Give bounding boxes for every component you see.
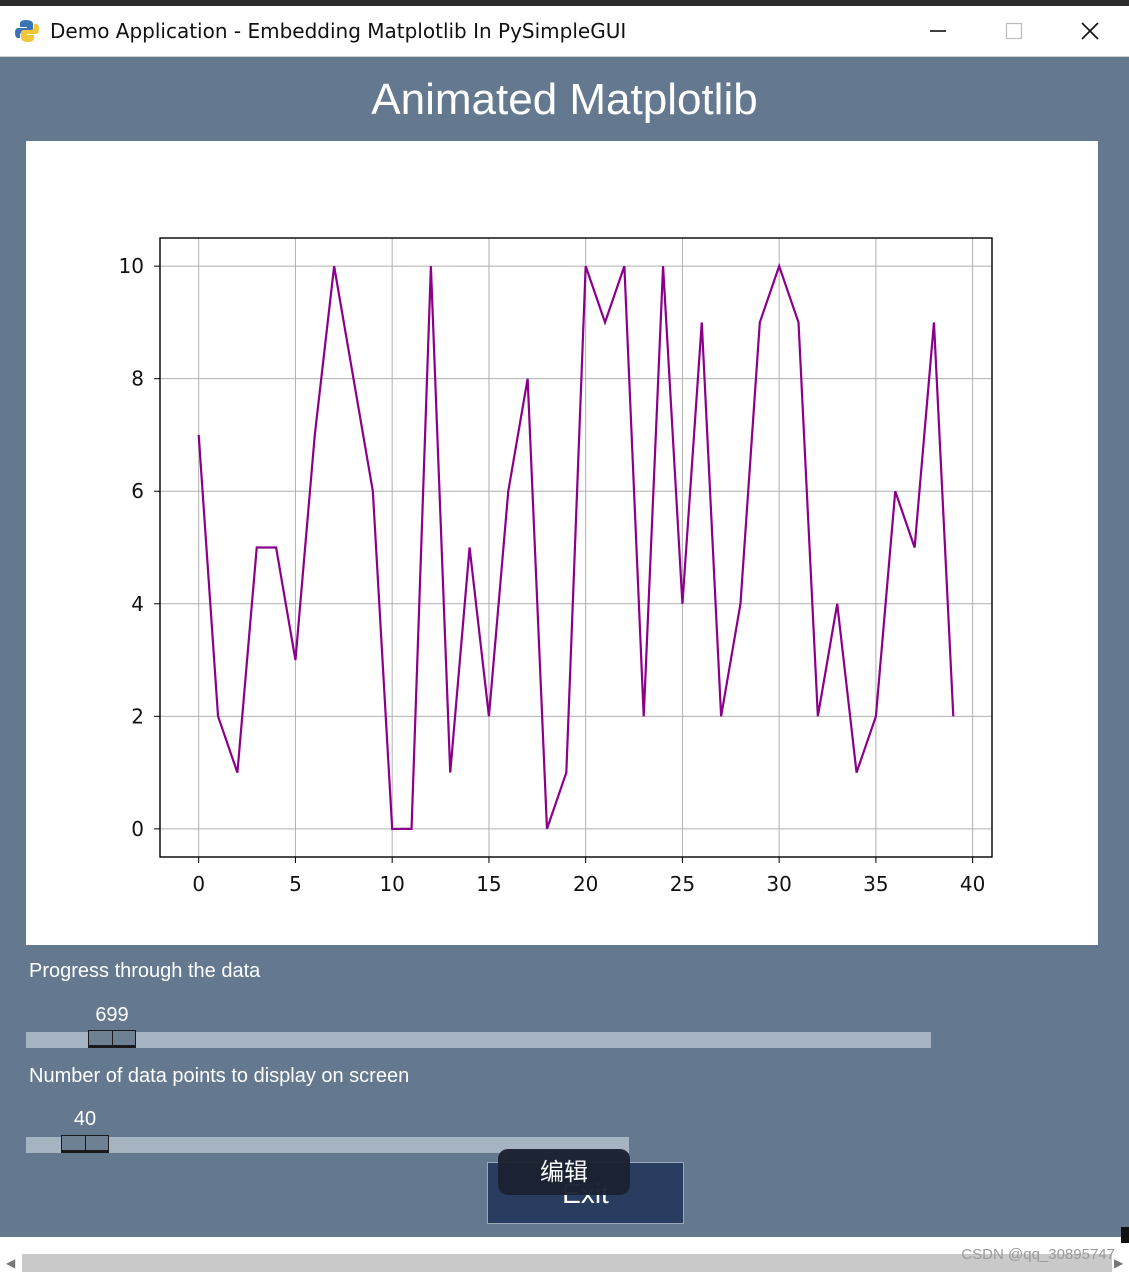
x-tick-label: 10	[379, 872, 404, 896]
x-tick-label: 15	[476, 872, 501, 896]
y-tick-label: 10	[119, 254, 144, 278]
series-line	[197, 262, 955, 830]
close-icon	[1081, 22, 1099, 40]
x-tick-label: 25	[670, 872, 695, 896]
points-slider-thumb[interactable]	[61, 1135, 109, 1153]
horizontal-scrollbar[interactable]	[22, 1254, 1112, 1272]
page-title: Animated Matplotlib	[371, 75, 758, 124]
window-titlebar[interactable]: Demo Application - Embedding Matplotlib …	[0, 6, 1129, 57]
points-label: Number of data points to display on scre…	[29, 1065, 410, 1087]
scroll-right-icon[interactable]: ▶	[1114, 1256, 1124, 1270]
y-tick-label: 6	[131, 479, 144, 503]
progress-label: Progress through the data	[29, 960, 261, 982]
points-slider[interactable]	[26, 1135, 629, 1153]
x-tick-label: 35	[863, 872, 888, 896]
progress-value: 699	[95, 1004, 129, 1026]
x-tick-label: 40	[960, 872, 985, 896]
scroll-left-icon[interactable]: ◀	[6, 1256, 16, 1270]
points-value: 40	[73, 1108, 97, 1130]
edit-tooltip[interactable]: 编辑	[498, 1149, 630, 1195]
top-edge	[0, 0, 1129, 6]
x-tick-label: 5	[289, 872, 302, 896]
y-tick-label: 4	[131, 592, 144, 616]
x-tick-label: 30	[766, 872, 791, 896]
y-tick-label: 0	[131, 817, 144, 841]
line-chart: 0 5 10 15 20 25 30 35 40 0 2 4 6 8 10	[119, 237, 993, 896]
y-tick-label: 2	[131, 704, 144, 728]
window-title: Demo Application - Embedding Matplotlib …	[50, 19, 627, 43]
progress-slider[interactable]	[26, 1030, 931, 1048]
corner-mark	[1121, 1227, 1129, 1243]
x-tick-label: 20	[573, 872, 598, 896]
minimize-icon	[930, 30, 946, 32]
progress-slider-thumb[interactable]	[88, 1030, 136, 1048]
bottom-bar: ◀ ▶ CSDN @qq_30895747	[0, 1227, 1129, 1272]
plot-frame	[159, 237, 993, 858]
minimize-button[interactable]	[900, 6, 976, 56]
plot-canvas: 0 5 10 15 20 25 30 35 40 0 2 4 6 8 10	[26, 141, 1098, 945]
window-body: Animated Matplotlib 0 5 10 15 20 25 30 35 40 0 2 4 6…	[0, 57, 1129, 1237]
watermark: CSDN @qq_30895747	[961, 1246, 1115, 1263]
y-tick-label: 8	[131, 367, 144, 391]
close-button[interactable]	[1052, 6, 1128, 56]
maximize-icon	[1005, 22, 1023, 40]
python-logo-icon	[15, 20, 39, 42]
maximize-button[interactable]	[976, 6, 1052, 56]
x-tick-label: 0	[192, 872, 205, 896]
